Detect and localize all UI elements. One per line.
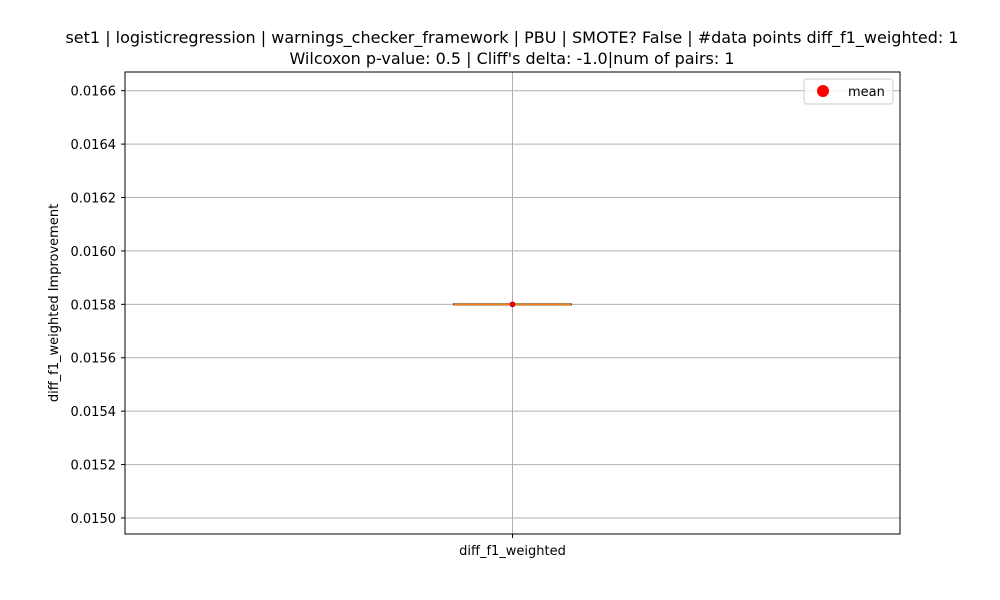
mean-marker [509,301,516,308]
y-axis-ticks: 0.0150 0.0152 0.0154 0.0156 0.0158 0.0160 0.01… [71,85,125,527]
x-axis-ticks: diff_f1_weighted [459,534,566,559]
chart-title-line1: set1 | logisticregression | warnings_che… [65,28,958,48]
x-tick-label: diff_f1_weighted [459,544,566,559]
legend-mean-marker [817,85,829,97]
legend: mean [803,78,894,105]
y-tick-label: 0.0156 [71,352,117,367]
chart-title-line2: Wilcoxon p-value: 0.5 | Cliff's delta: -… [289,49,734,68]
legend-mean-label: mean [848,85,885,100]
y-axis-label: diff_f1_weighted Improvement [47,204,62,402]
y-tick-label: 0.0158 [71,298,117,313]
y-tick-label: 0.0152 [71,459,117,474]
y-tick-label: 0.0162 [71,192,117,207]
plot-area [453,301,572,308]
y-tick-label: 0.0166 [71,85,117,100]
legend-box [803,78,894,105]
y-tick-label: 0.0160 [71,245,117,260]
y-tick-label: 0.0164 [71,138,117,153]
y-tick-label: 0.0150 [71,512,117,527]
y-tick-label: 0.0154 [71,405,117,420]
